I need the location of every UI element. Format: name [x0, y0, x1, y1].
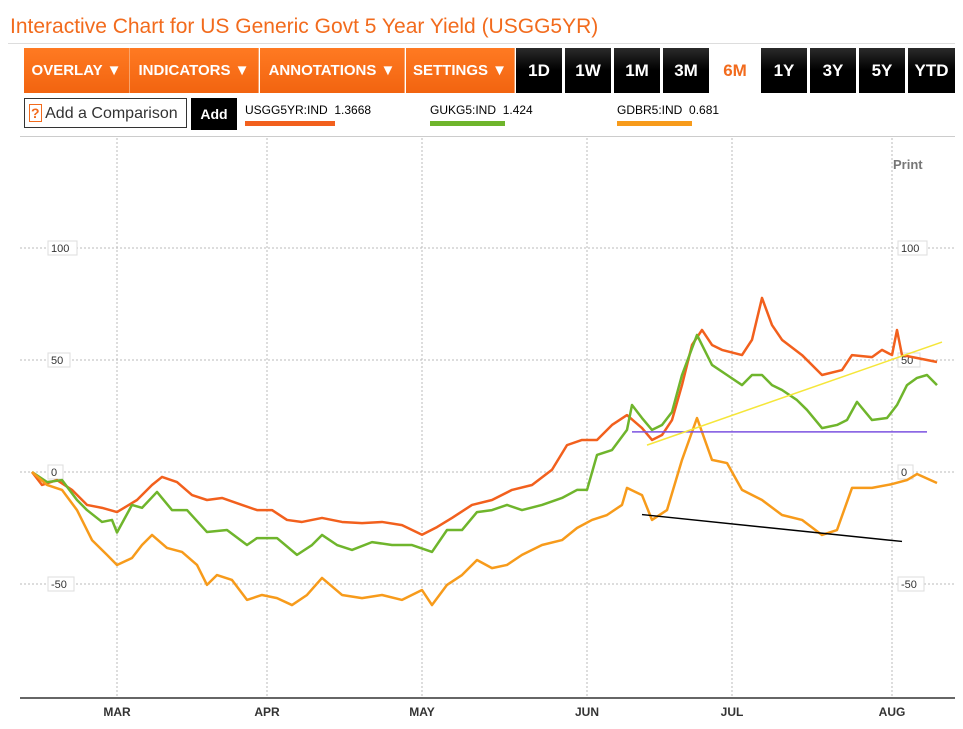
legend-item-gukg5[interactable]: GUKG5:IND 1.424	[430, 103, 533, 126]
x-tick-label: MAR	[103, 705, 131, 719]
x-tick-label: AUG	[879, 705, 906, 719]
legend-value: 0.681	[689, 103, 720, 117]
range-3m[interactable]: 3M	[663, 48, 709, 93]
page-title: Interactive Chart for US Generic Govt 5 …	[10, 15, 599, 38]
legend-symbol: GDBR5:IND	[617, 103, 683, 117]
y-tick-label: 100	[51, 243, 69, 255]
y-tick-label: 0	[901, 467, 907, 479]
y-tick-label: 0	[51, 467, 57, 479]
y-tick-label: 50	[51, 355, 63, 367]
menu-settings[interactable]: SETTINGS ▼	[406, 48, 515, 93]
y-tick-label: 100	[901, 243, 919, 255]
range-5y[interactable]: 5Y	[859, 48, 905, 93]
legend-symbol: USGG5YR:IND	[245, 103, 328, 117]
help-icon[interactable]: ?	[29, 104, 42, 122]
y-tick-label: -50	[901, 579, 917, 591]
series-line-gukg5	[31, 333, 938, 557]
divider	[20, 136, 955, 137]
menu-indicators[interactable]: INDICATORS ▼	[130, 48, 259, 93]
series-line-gdbr5	[31, 416, 938, 607]
y-label-box	[897, 464, 914, 480]
x-tick-label: MAY	[409, 705, 435, 719]
range-ytd[interactable]: YTD	[908, 48, 955, 93]
y-label-box	[47, 240, 78, 256]
y-label-box	[897, 240, 928, 256]
y-tick-label: -50	[51, 579, 67, 591]
range-1y[interactable]: 1Y	[761, 48, 807, 93]
range-6m[interactable]: 6M	[712, 48, 758, 93]
range-3y[interactable]: 3Y	[810, 48, 856, 93]
add-comparison-button[interactable]: Add	[191, 98, 237, 130]
series-line-usgg5yr	[31, 296, 938, 536]
x-tick-label: JUL	[721, 705, 744, 719]
comparison-placeholder: Add a Comparison	[45, 105, 178, 122]
y-label-box	[47, 576, 75, 592]
x-tick-label: APR	[254, 705, 280, 719]
y-label-box	[47, 464, 64, 480]
menu-annotations[interactable]: ANNOTATIONS ▼	[260, 48, 405, 93]
legend-item-usgg5yr[interactable]: USGG5YR:IND 1.3668	[245, 103, 372, 126]
range-1m[interactable]: 1M	[614, 48, 660, 93]
y-tick-label: 50	[901, 355, 913, 367]
range-1w[interactable]: 1W	[565, 48, 611, 93]
menu-overlay[interactable]: OVERLAY ▼	[24, 48, 130, 93]
legend-swatch	[617, 121, 692, 126]
legend-symbol: GUKG5:IND	[430, 103, 497, 117]
legend-value: 1.424	[502, 103, 533, 117]
legend-swatch	[245, 121, 335, 126]
range-1d[interactable]: 1D	[516, 48, 562, 93]
y-label-box	[47, 352, 71, 368]
legend-value: 1.3668	[334, 103, 372, 117]
add-comparison-input[interactable]: ? Add a Comparison	[24, 98, 187, 128]
legend-item-gdbr5[interactable]: GDBR5:IND 0.681	[617, 103, 720, 126]
print-button[interactable]: Print	[893, 157, 923, 172]
annotation-trend-line	[646, 341, 943, 446]
annotation-trend-line	[641, 513, 903, 543]
divider	[8, 43, 955, 44]
y-label-box	[897, 576, 925, 592]
legend-swatch	[430, 121, 505, 126]
x-tick-label: JUN	[575, 705, 599, 719]
